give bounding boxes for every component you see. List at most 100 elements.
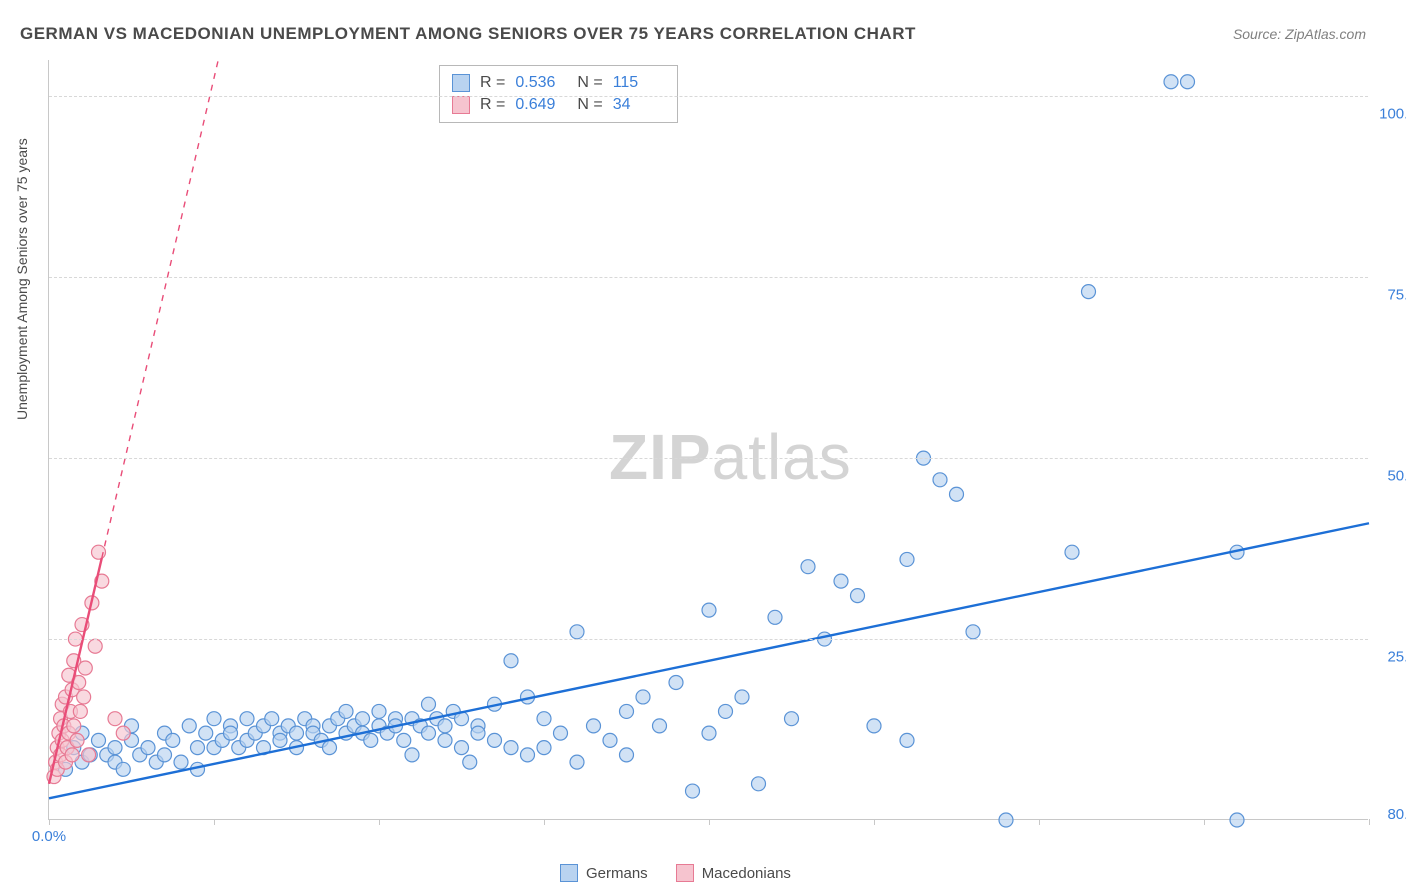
scatter-point [933, 473, 947, 487]
scatter-plot-svg [49, 60, 1368, 819]
scatter-point [78, 661, 92, 675]
scatter-point [438, 733, 452, 747]
scatter-point [504, 741, 518, 755]
scatter-point [950, 487, 964, 501]
scatter-point [199, 726, 213, 740]
scatter-point [372, 704, 386, 718]
scatter-point [521, 748, 535, 762]
x-tick [1369, 819, 1370, 825]
trendline-dashed [102, 60, 218, 558]
r-value: 0.536 [515, 74, 567, 92]
n-label: N = [577, 96, 602, 114]
scatter-point [570, 755, 584, 769]
scatter-point [471, 726, 485, 740]
stats-legend-row: R =0.536N =115 [452, 72, 665, 94]
n-value: 34 [613, 96, 665, 114]
y-tick-label: 100.0% [1379, 106, 1406, 123]
scatter-point [240, 712, 254, 726]
scatter-point [65, 748, 79, 762]
scatter-point [999, 813, 1013, 827]
scatter-point [290, 726, 304, 740]
x-tick [874, 819, 875, 825]
legend-item: Germans [560, 864, 648, 882]
scatter-point [620, 748, 634, 762]
legend-swatch [560, 864, 578, 882]
bottom-legend: Germans Macedonians [560, 864, 791, 882]
scatter-point [537, 712, 551, 726]
scatter-point [851, 589, 865, 603]
scatter-point [587, 719, 601, 733]
scatter-point [273, 733, 287, 747]
scatter-point [364, 733, 378, 747]
trendline-solid [49, 523, 1369, 798]
scatter-point [1230, 813, 1244, 827]
scatter-point [455, 741, 469, 755]
scatter-point [719, 704, 733, 718]
scatter-point [1164, 75, 1178, 89]
y-tick-label: 25.0% [1387, 649, 1406, 666]
scatter-point [422, 697, 436, 711]
scatter-point [702, 603, 716, 617]
x-tick [544, 819, 545, 825]
scatter-point [834, 574, 848, 588]
scatter-point [92, 545, 106, 559]
scatter-point [158, 748, 172, 762]
scatter-point [768, 610, 782, 624]
scatter-point [339, 704, 353, 718]
scatter-point [67, 719, 81, 733]
scatter-point [224, 726, 238, 740]
scatter-point [1082, 285, 1096, 299]
scatter-point [77, 690, 91, 704]
scatter-point [900, 733, 914, 747]
scatter-point [73, 704, 87, 718]
x-tick [1204, 819, 1205, 825]
legend-swatch [452, 74, 470, 92]
scatter-point [900, 552, 914, 566]
chart-plot-area: ZIPatlas R =0.536N =115R =0.649N =34 25.… [48, 60, 1368, 820]
scatter-point [182, 719, 196, 733]
scatter-point [636, 690, 650, 704]
scatter-point [1181, 75, 1195, 89]
scatter-point [488, 733, 502, 747]
gridline-horizontal [49, 639, 1368, 640]
scatter-point [785, 712, 799, 726]
r-value: 0.649 [515, 96, 567, 114]
scatter-point [752, 777, 766, 791]
n-label: N = [577, 74, 602, 92]
x-tick [214, 819, 215, 825]
scatter-point [504, 654, 518, 668]
legend-item: Macedonians [676, 864, 791, 882]
scatter-point [116, 762, 130, 776]
scatter-point [603, 733, 617, 747]
r-label: R = [480, 96, 505, 114]
legend-label: Germans [586, 865, 648, 882]
scatter-point [620, 704, 634, 718]
y-tick-label: 50.0% [1387, 468, 1406, 485]
scatter-point [323, 741, 337, 755]
scatter-point [669, 675, 683, 689]
scatter-point [463, 755, 477, 769]
legend-label: Macedonians [702, 865, 791, 882]
scatter-point [554, 726, 568, 740]
scatter-point [207, 712, 221, 726]
x-tick [1039, 819, 1040, 825]
scatter-point [438, 719, 452, 733]
scatter-point [356, 712, 370, 726]
legend-swatch [452, 96, 470, 114]
scatter-point [570, 625, 584, 639]
scatter-point [735, 690, 749, 704]
x-tick [49, 819, 50, 825]
x-tick [709, 819, 710, 825]
chart-title: GERMAN VS MACEDONIAN UNEMPLOYMENT AMONG … [20, 24, 916, 44]
scatter-point [653, 719, 667, 733]
scatter-point [686, 784, 700, 798]
scatter-point [116, 726, 130, 740]
x-tick-label: 0.0% [32, 828, 66, 845]
scatter-point [966, 625, 980, 639]
scatter-point [82, 748, 96, 762]
scatter-point [88, 639, 102, 653]
scatter-point [108, 741, 122, 755]
scatter-point [405, 748, 419, 762]
gridline-horizontal [49, 277, 1368, 278]
scatter-point [1065, 545, 1079, 559]
